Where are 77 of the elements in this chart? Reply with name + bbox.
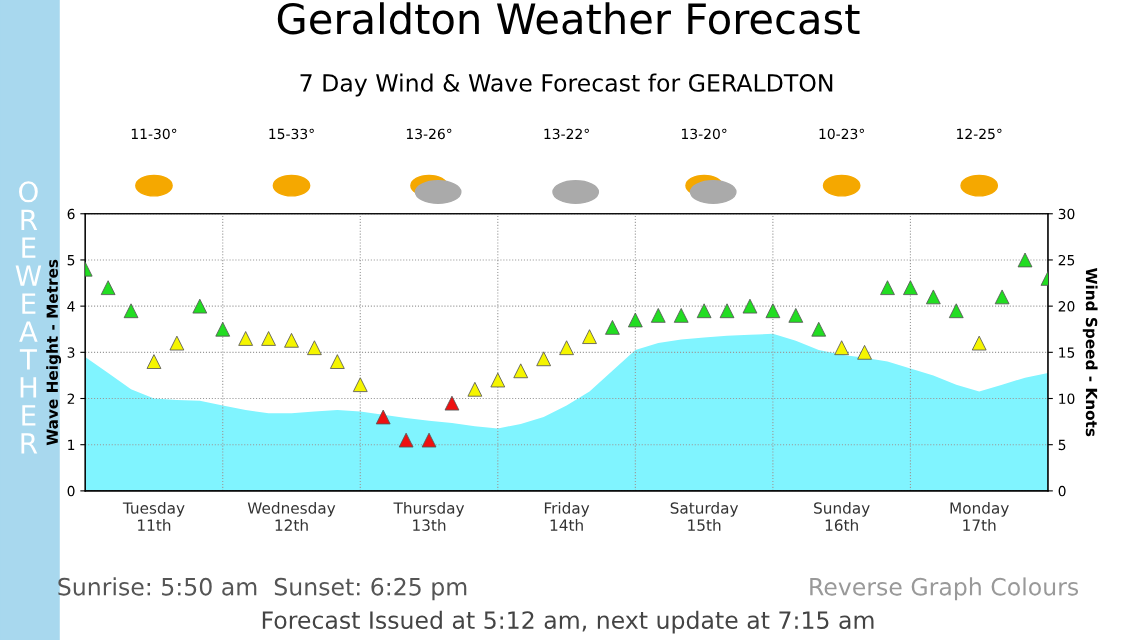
y-tick-label: 6 [67, 208, 75, 220]
point [834, 340, 850, 356]
point [192, 298, 208, 314]
chart-title: 7 Day Wind & Wave Forecast for GERALDTON [300, 73, 833, 97]
point [215, 321, 231, 337]
y2-tick-label: 0 [1058, 485, 1066, 497]
x-tick-label: Wednesday 12th [247, 501, 336, 531]
point [811, 321, 827, 337]
point [146, 354, 162, 369]
text: 10-23° [819, 128, 864, 140]
x-tick-label: Monday 17th [950, 501, 1009, 531]
point [1017, 252, 1033, 268]
x-tick-label: Saturday 15th [670, 501, 739, 531]
point [284, 332, 299, 348]
point [719, 303, 735, 319]
text: Forecast Issued at 5:12 am, next update at 7:15 am [262, 610, 874, 634]
point [398, 432, 414, 448]
x-tick-label: Friday 14th [544, 501, 590, 531]
point [490, 372, 506, 388]
point [880, 280, 895, 296]
text: 15-33° [269, 128, 314, 140]
point [238, 331, 254, 346]
text: Reverse Graph Colours [810, 577, 1079, 601]
point [925, 289, 941, 305]
y2-tick-label: 5 [1058, 439, 1066, 451]
y-tick-label: 2 [67, 393, 75, 404]
point [536, 351, 552, 367]
point [971, 335, 987, 351]
point [857, 344, 872, 360]
point [948, 303, 964, 319]
point [627, 312, 643, 328]
text: ORE WEATHER [15, 181, 42, 454]
y2-tick-label: 25 [1058, 254, 1075, 266]
x-tick-label: Thursday 13th [393, 501, 465, 531]
point [307, 340, 322, 356]
y-axis-title: Wave Height - Metres [46, 259, 62, 446]
point [123, 303, 139, 319]
point [261, 331, 276, 346]
point [444, 395, 460, 411]
point [765, 303, 781, 319]
y-tick-label: 4 [67, 301, 75, 312]
y-tick-label: 0 [67, 485, 75, 497]
point [329, 354, 345, 369]
text: Sunrise: 5:50 am Sunset: 6:25 pm [58, 577, 467, 601]
y2-tick-label: 15 [1059, 347, 1075, 358]
point [903, 280, 918, 296]
point [788, 308, 804, 323]
text: 11-30° [131, 128, 177, 140]
y2-axis-title: Wind Speed - Knots [1082, 268, 1098, 437]
y-tick-label: 1 [68, 439, 75, 450]
point [513, 363, 529, 379]
point [696, 303, 712, 319]
point [169, 335, 185, 351]
point [605, 320, 620, 335]
point [742, 298, 758, 314]
point [100, 280, 116, 296]
text: 13-22° [544, 128, 589, 140]
point [673, 308, 689, 323]
point [559, 340, 574, 356]
text: 13-20° [681, 128, 727, 140]
point [994, 289, 1010, 305]
text: 12-25° [957, 128, 1002, 140]
point [421, 432, 437, 448]
y-tick-label: 3 [67, 347, 75, 358]
point [650, 308, 666, 323]
x-tick-label: Tuesday 11th [122, 501, 185, 531]
y2-tick-label: 30 [1058, 208, 1075, 220]
point [582, 329, 597, 344]
text: 13-26° [406, 128, 452, 140]
y2-tick-label: 10 [1059, 393, 1075, 404]
text: Geraldton Weather Forecast [277, 2, 860, 35]
point [375, 409, 391, 425]
y-tick-label: 5 [67, 255, 75, 266]
x-tick-label: Sunday 16th [814, 501, 870, 531]
point [467, 381, 483, 397]
point [352, 377, 368, 393]
y2-tick-label: 20 [1058, 301, 1075, 312]
